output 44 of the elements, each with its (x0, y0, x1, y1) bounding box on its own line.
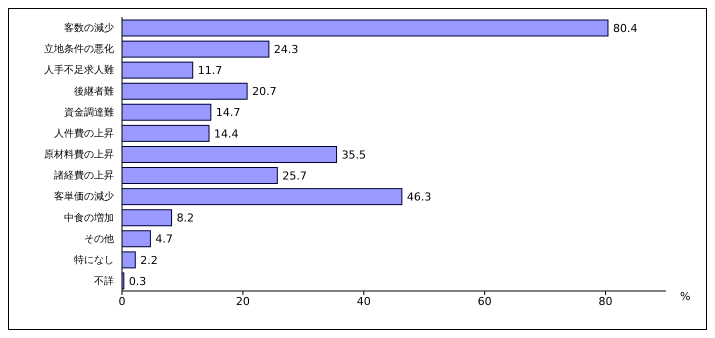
x-tick-label: 40 (356, 294, 371, 308)
bar (122, 124, 210, 142)
y-tick-label: その他 (84, 232, 114, 245)
bar (122, 209, 172, 226)
y-tick-label: 立地条件の悪化 (44, 43, 114, 56)
data-label: 46.3 (406, 190, 432, 204)
y-tick-label: 不詳 (94, 275, 114, 288)
y-tick-label: 客単価の減少 (54, 190, 114, 203)
data-label: 24.3 (274, 42, 298, 56)
bar (122, 82, 248, 100)
data-label: 20.7 (252, 85, 277, 98)
bar (122, 188, 402, 206)
x-axis-title: % (680, 290, 690, 303)
data-label: 25.7 (282, 169, 307, 182)
x-tick-label: 60 (478, 294, 492, 308)
bar (122, 104, 212, 121)
data-label: 14.7 (216, 106, 240, 120)
x-tick-label: 80 (598, 294, 613, 308)
bar (122, 20, 608, 36)
bar (122, 167, 278, 184)
y-tick-label: 資金調達難 (64, 106, 114, 118)
y-tick-label: 原材料費の上昇 (44, 148, 114, 161)
data-label: 14.4 (214, 127, 239, 140)
y-tick-label: 客数の減少 (64, 22, 114, 34)
data-label: 4.7 (155, 232, 173, 246)
x-tick-label: 20 (236, 294, 250, 308)
bar (122, 62, 194, 79)
bar (122, 40, 270, 58)
y-tick-label: 人手不足求人難 (44, 64, 114, 76)
data-label: 8.2 (176, 212, 194, 225)
y-tick-label: 人件費の上昇 (54, 127, 114, 140)
y-tick-label: 中食の増加 (64, 212, 114, 224)
bar (122, 251, 136, 268)
data-label: 11.7 (198, 64, 222, 78)
bar (122, 146, 338, 163)
y-tick-label: 諸経費の上昇 (54, 170, 114, 182)
data-label: 35.5 (342, 148, 366, 162)
x-tick-label: 0 (118, 294, 126, 308)
bar (122, 230, 151, 248)
y-tick-label: 特になし (74, 254, 114, 266)
y-tick-label: 後継者難 (74, 85, 114, 98)
data-label: 2.2 (140, 254, 158, 267)
data-label: 80.4 (612, 22, 638, 35)
data-label: 0.3 (128, 274, 146, 288)
